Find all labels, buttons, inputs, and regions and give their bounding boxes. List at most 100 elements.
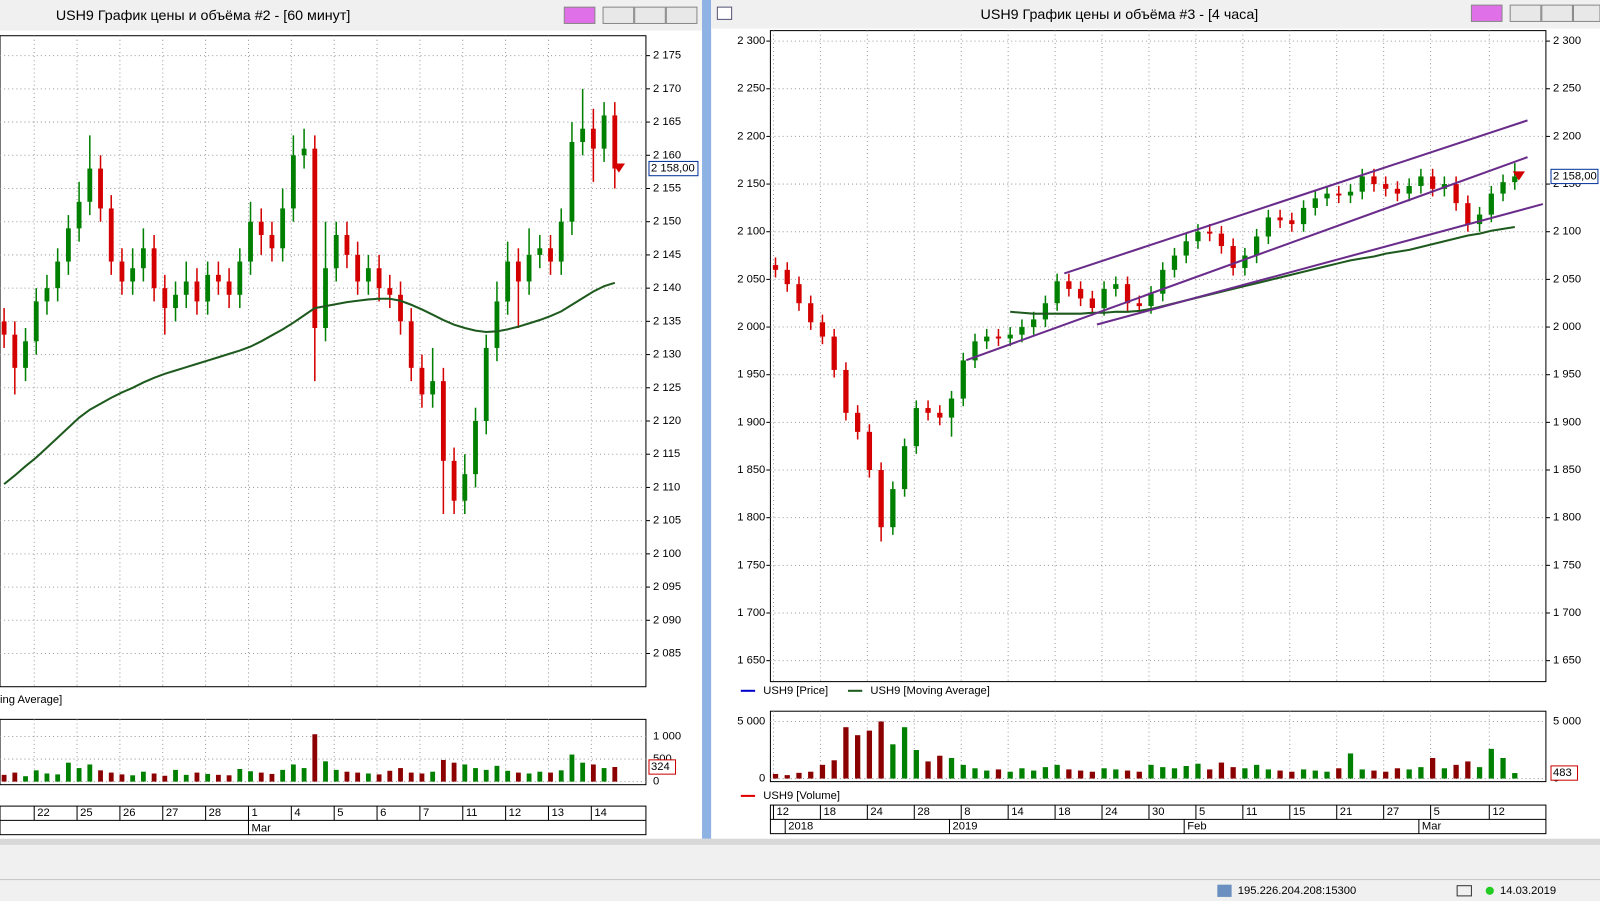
candle-body [590,128,596,149]
volume-bar [333,769,339,782]
volume-bar [462,764,468,782]
last-price-box [648,160,699,177]
volume-bar [290,764,296,782]
date-label: 11 [1246,806,1258,818]
candle-body [1019,327,1025,335]
mail-icon [1456,885,1472,897]
y-tick-label: 1 800 [1553,512,1581,524]
candle-body [984,336,990,342]
y-tick-label: 2 000 [737,321,765,333]
last-price-label: 2 158,00 [651,163,695,175]
candle-body [913,408,919,447]
candle-body [1277,217,1283,221]
candle-body [494,301,500,348]
volume-bar [972,768,978,779]
candle-body [612,115,618,169]
date-label: 4 [294,807,300,819]
volume-bar [1101,768,1107,779]
volume-bar [1089,771,1095,779]
volume-bar [1476,767,1483,779]
volume-bar [890,744,896,779]
date-label: 5 [1199,806,1205,818]
candle-body [601,115,607,149]
candle-body [580,128,586,143]
volume-bar [831,760,837,779]
candle-body [76,201,82,229]
candle-body [784,269,790,285]
y-tick-label: 2 155 [653,182,681,194]
volume-bar [76,768,82,782]
volume-bar [1336,768,1342,779]
candle-body [119,261,125,282]
candle-body [462,474,468,501]
close-button[interactable] [1572,4,1600,22]
maximize-button[interactable] [1541,4,1573,22]
moving-average-line [1010,225,1515,315]
volume-bar [526,773,532,782]
volume-bar [355,772,361,782]
candle-body [440,381,446,461]
candle-body [44,288,50,302]
y-tick-label: 1 650 [1553,655,1581,667]
period-label: 2019 [953,820,978,832]
y-tick-label: 1 750 [737,559,765,571]
candle-body [215,274,221,282]
volume-bar [1207,769,1213,779]
date-label: 30 [1152,806,1164,818]
trend-line [1096,203,1544,326]
candle-body [901,446,908,490]
date-label: 8 [964,806,970,818]
volume-bar [1347,753,1354,779]
y-tick-label: 1 850 [1553,464,1581,476]
candle-body [972,341,978,361]
volume-bar [33,770,39,782]
candle-body [23,341,28,368]
y-tick-label: 2 200 [737,130,765,142]
minimize-button[interactable] [602,6,635,24]
candle-body [226,281,232,295]
candle-body [1218,233,1225,247]
candle-body [419,367,425,395]
volume-bar [1007,771,1013,779]
volume-bar [1218,762,1225,779]
volume-bar [1312,770,1318,779]
candle-body [1124,284,1131,304]
candle-body [1113,284,1119,289]
close-button[interactable] [665,6,698,24]
y-tick-label: 2 100 [1553,226,1581,238]
volume-tick-label: 5 000 [737,715,765,727]
volume-tick-label: 500 [653,753,672,765]
trend-lines [965,119,1544,362]
link-button[interactable] [563,6,596,24]
minimize-button[interactable] [1509,4,1542,22]
candle-body [1230,246,1236,268]
y-tick-label: 2 125 [653,382,681,394]
volume-bar [473,768,478,782]
candle-body [408,321,414,368]
volume-tick-label: 1 000 [653,730,681,742]
date-label: 12 [509,807,521,819]
volume-bar [98,770,103,782]
candle-body [280,208,286,249]
candle-body [558,221,564,262]
scrollbar [0,838,1600,845]
volume-bar [808,771,814,779]
maximize-button[interactable] [634,6,666,24]
candle-body [1371,176,1377,185]
volume-bar [1066,769,1072,779]
link-button[interactable] [1470,4,1503,22]
date-label: 14 [594,807,606,819]
candle-body [1171,255,1178,270]
y-tick-label: 1 650 [737,655,765,667]
last-volume-box [1550,765,1579,781]
y-tick-label: 2 090 [653,614,681,626]
date-label: 21 [1340,806,1352,818]
candle-body [1183,241,1189,256]
volume-bar [205,773,211,782]
candle-body [108,208,114,262]
volume-bar [1371,770,1377,779]
volume-bar [601,768,607,782]
candle-body [451,460,457,501]
volume-bar [440,759,446,782]
volume-bar [1171,768,1178,779]
